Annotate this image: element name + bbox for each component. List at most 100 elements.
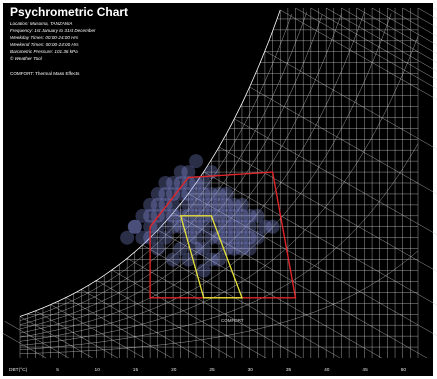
data-point	[227, 230, 242, 245]
x-tick-label: 45	[362, 367, 368, 373]
data-point	[135, 230, 150, 245]
data-point	[204, 230, 219, 245]
data-point	[173, 186, 188, 201]
info-weekend-times: Weekend Times: 00:00-24:00 Hrs	[10, 42, 79, 47]
data-point	[234, 197, 249, 212]
data-point	[257, 219, 272, 234]
data-point	[219, 208, 234, 223]
wetbulb-grid-line	[249, 86, 437, 195]
data-point	[242, 241, 257, 256]
data-point	[158, 186, 173, 201]
info-frequency: Frequency: 1st January to 31st December	[10, 28, 96, 33]
data-point	[204, 186, 219, 201]
data-point	[166, 186, 181, 201]
data-point	[234, 241, 249, 256]
data-point	[166, 208, 181, 223]
rh-curve	[19, 143, 419, 350]
chart-background	[3, 3, 433, 376]
wetbulb-grid-line	[127, 258, 302, 359]
data-point	[242, 219, 257, 234]
data-point	[219, 230, 234, 245]
wetbulb-grid-line	[4, 321, 69, 359]
rh-curve	[19, 36, 419, 346]
data-point	[196, 219, 211, 234]
data-point	[181, 230, 196, 245]
rh-curve	[19, 14, 323, 330]
wetbulb-grid-line	[326, 7, 437, 72]
data-point	[181, 176, 196, 190]
x-tick-label: 40	[324, 367, 330, 373]
data-point	[196, 197, 211, 212]
info-location: Location: Musoma, TANZANIA	[10, 21, 72, 26]
data-point	[143, 197, 158, 212]
wetbulb-grid-line	[203, 171, 437, 306]
x-tick-label: 50	[401, 367, 407, 373]
wetbulb-grid-line	[295, 7, 437, 90]
data-point	[189, 197, 204, 212]
x-tick-label: 5	[56, 367, 59, 373]
data-density	[120, 154, 280, 278]
data-point	[212, 197, 226, 212]
wetbulb-grid-line	[35, 310, 118, 359]
data-point	[189, 154, 204, 169]
info-weekday-times: Weekday Times: 00:00-24:00 Hrs	[10, 35, 79, 40]
data-point	[181, 186, 196, 201]
rh-curve	[19, 11, 308, 326]
data-point	[158, 176, 173, 190]
data-point	[234, 208, 249, 223]
data-point	[234, 230, 249, 245]
rh-curve	[19, 13, 392, 342]
rh-curve	[19, 13, 342, 334]
wetbulb-grid-line	[218, 146, 437, 272]
data-point	[158, 230, 173, 245]
data-point	[150, 219, 165, 234]
wetbulb-grid-line	[188, 193, 437, 336]
data-point	[189, 219, 204, 234]
wetbulb-grid-line	[142, 244, 341, 359]
x-tick-label: 15	[133, 367, 139, 373]
comfort-strategy-label: COMFORT: Thermal Mass Effects	[10, 71, 80, 76]
design-zones	[149, 171, 297, 299]
wetbulb-grid-line	[310, 7, 437, 81]
thermal-mass-zone	[149, 171, 297, 299]
data-point	[250, 208, 265, 223]
data-point	[150, 186, 165, 201]
data-point	[196, 263, 211, 278]
data-point	[120, 230, 135, 245]
data-point	[196, 186, 211, 201]
data-point	[189, 230, 204, 245]
wetbulb-grid-line	[280, 9, 437, 100]
data-point	[196, 176, 211, 190]
wetbulb-grid-line	[50, 304, 145, 359]
x-tick-label: 35	[286, 367, 292, 373]
rh-curve	[19, 250, 419, 355]
wetbulb-grid-line	[433, 7, 437, 11]
data-point	[219, 219, 234, 234]
data-point	[173, 176, 188, 190]
data-point	[189, 186, 204, 201]
comfort-zone-label: COMFORT	[221, 318, 244, 323]
info-block: Location: Musoma, TANZANIA Frequency: 1s…	[10, 21, 96, 61]
data-point	[166, 176, 181, 190]
data-point	[204, 197, 219, 212]
x-tick-label: 25	[209, 367, 215, 373]
grid-lines	[0, 7, 437, 359]
data-point	[189, 241, 204, 256]
data-point	[219, 186, 234, 201]
data-point	[173, 241, 188, 256]
data-point	[219, 241, 234, 256]
data-point	[265, 219, 280, 234]
wetbulb-grid-line	[111, 269, 266, 359]
x-axis-label: DBT(°C)	[9, 367, 28, 373]
x-tick-labels: 5 10 15 20 25 30 35 40 45 50	[56, 367, 406, 373]
wetbulb-grid-line	[96, 280, 233, 359]
rh-curve	[19, 13, 292, 321]
data-point	[242, 230, 257, 245]
data-point	[166, 219, 181, 234]
data-point	[212, 219, 226, 234]
wetbulb-grid-line	[157, 229, 382, 359]
data-point	[158, 197, 173, 212]
data-point	[127, 219, 142, 234]
data-point	[135, 208, 150, 223]
